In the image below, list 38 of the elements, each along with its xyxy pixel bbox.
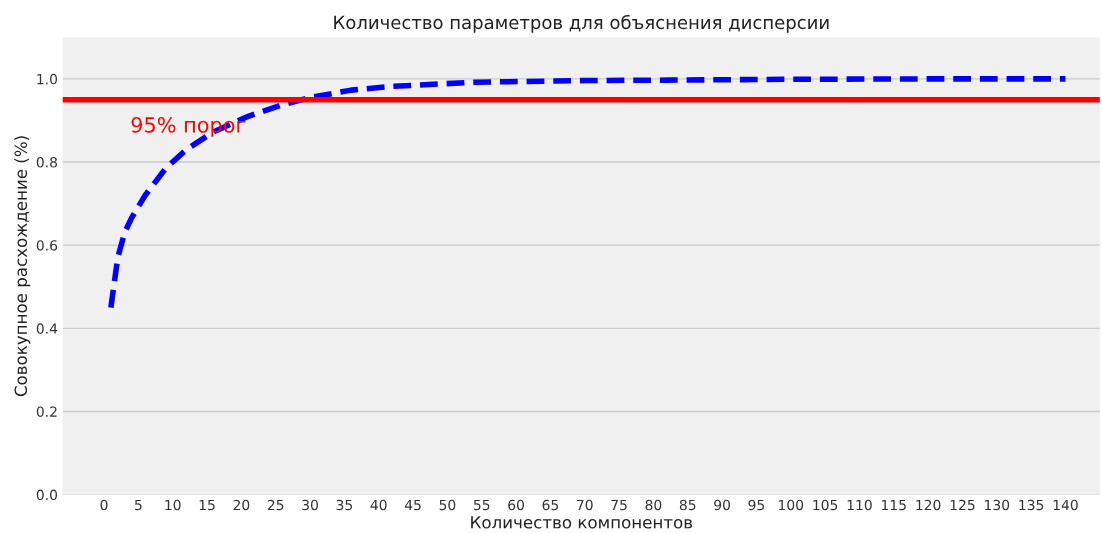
x-tick-label: 65	[542, 499, 559, 511]
chart-title: Количество параметров для объяснения дисперсии	[334, 14, 829, 33]
x-tick-label: 130	[985, 499, 1010, 511]
x-tick-label: 20	[233, 499, 250, 511]
x-tick-label: 0	[100, 499, 108, 511]
y-tick-label: 0.4	[36, 323, 58, 334]
x-tick-label: 5	[135, 499, 142, 511]
x-tick-label: 100	[779, 499, 804, 511]
x-tick-label: 105	[813, 499, 838, 511]
x-tick-label: 50	[439, 499, 456, 511]
x-tick-label: 25	[267, 499, 284, 511]
x-tick-label: 85	[679, 499, 696, 511]
x-tick-label: 75	[611, 499, 627, 511]
y-tick-label: 0.8	[36, 157, 57, 168]
y-tick-label: 0.6	[36, 240, 58, 251]
y-axis-title: Совокупное расхождение (%)	[14, 136, 31, 397]
x-tick-label: 115	[882, 499, 906, 511]
x-tick-label: 140	[1053, 499, 1078, 511]
x-tick-label: 95	[748, 499, 765, 511]
x-tick-label: 135	[1019, 499, 1044, 511]
x-tick-label: 30	[302, 499, 318, 511]
y-tick-label: 0.0	[36, 489, 58, 501]
x-tick-label: 45	[404, 499, 421, 511]
x-tick-label: 15	[199, 499, 215, 511]
x-tick-label: 110	[847, 499, 872, 511]
y-tick-label: 0.2	[36, 406, 57, 417]
x-tick-label: 70	[577, 499, 593, 511]
x-tick-label: 125	[950, 499, 975, 511]
x-tick-label: 120	[916, 499, 941, 511]
x-tick-label: 80	[645, 499, 662, 511]
y-tick-label: 1.0	[37, 73, 58, 85]
x-tick-label: 10	[165, 499, 181, 511]
x-tick-label: 90	[714, 499, 730, 511]
x-tick-label: 60	[508, 499, 524, 511]
x-tick-label: 35	[336, 499, 352, 511]
x-axis-title: Количество компонентов	[471, 516, 693, 529]
x-tick-label: 55	[473, 499, 490, 511]
x-tick-label: 40	[370, 499, 387, 511]
